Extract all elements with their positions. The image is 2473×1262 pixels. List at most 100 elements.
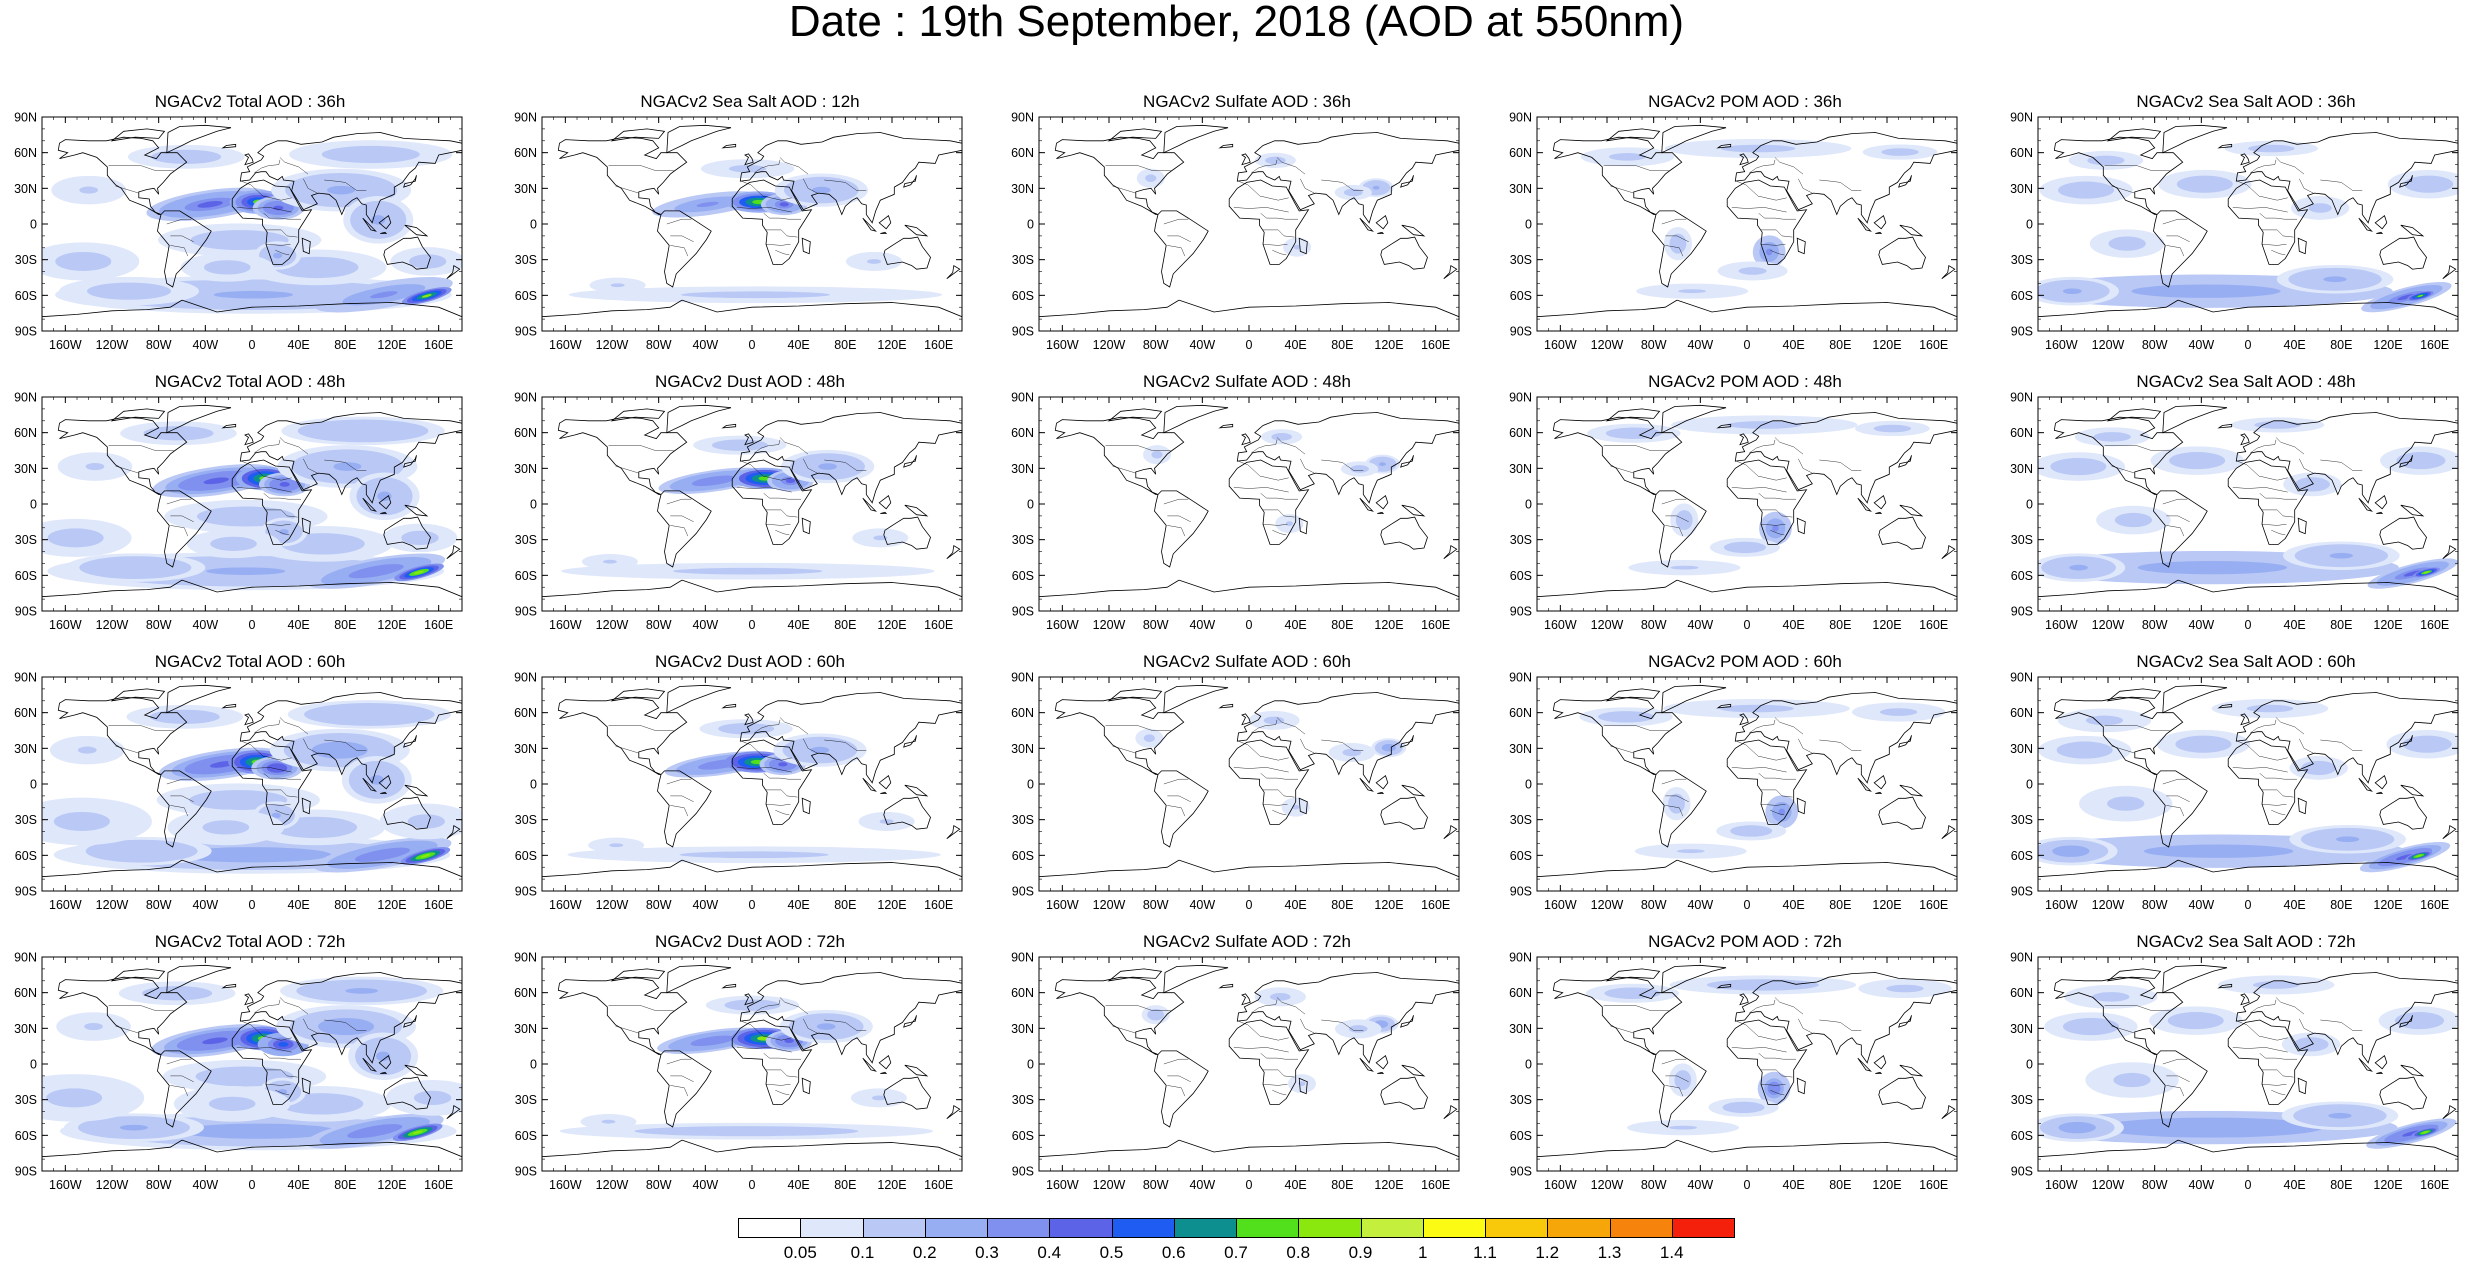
country-border bbox=[608, 725, 674, 731]
lon-tick-label: 40E bbox=[2284, 338, 2306, 352]
country-border bbox=[1731, 487, 1787, 493]
country-border bbox=[1603, 725, 1669, 731]
coastline bbox=[731, 739, 813, 825]
lon-tick-label: 120W bbox=[2092, 338, 2125, 352]
lat-tick-label: 60S bbox=[1510, 849, 1532, 863]
coastline bbox=[2358, 1057, 2373, 1072]
lon-tick-label: 160W bbox=[2045, 1178, 2078, 1192]
coastline bbox=[2153, 1050, 2208, 1128]
lat-tick-label: 0 bbox=[1525, 778, 1532, 792]
coastline bbox=[1899, 504, 1924, 517]
colorbar-label: 0.3 bbox=[975, 1243, 999, 1262]
country-border bbox=[1262, 244, 1288, 246]
country-border bbox=[1260, 493, 1298, 500]
coastline bbox=[1941, 544, 1956, 560]
lat-tick-label: 60N bbox=[1011, 706, 1034, 720]
coastline bbox=[1236, 412, 1459, 504]
country-border bbox=[236, 207, 292, 213]
aod-contour bbox=[2258, 706, 2282, 711]
lon-tick-label: 160W bbox=[1544, 1178, 1577, 1192]
coastline bbox=[1107, 688, 1163, 702]
coastline bbox=[1375, 215, 1389, 230]
coastline bbox=[2400, 224, 2425, 237]
country-border bbox=[2166, 515, 2190, 522]
country-border bbox=[1798, 178, 1813, 194]
country-border bbox=[1262, 1084, 1288, 1086]
country-border bbox=[265, 244, 291, 246]
coastline bbox=[2106, 688, 2162, 702]
aod-contour bbox=[325, 745, 354, 755]
coastline bbox=[2177, 859, 2458, 878]
coastline bbox=[1857, 497, 1872, 512]
coastline bbox=[657, 770, 712, 848]
lat-tick-label: 0 bbox=[30, 778, 37, 792]
lat-tick-label: 90S bbox=[1510, 1165, 1532, 1179]
coastline bbox=[878, 775, 892, 790]
coastline bbox=[1875, 1071, 1883, 1074]
lon-tick-label: 160W bbox=[2045, 618, 2078, 632]
country-border bbox=[1276, 997, 1306, 1015]
coastline bbox=[1899, 784, 1924, 797]
aod-contour bbox=[1745, 423, 1783, 427]
lat-tick-label: 60S bbox=[2011, 849, 2033, 863]
lat-tick-label: 90S bbox=[1012, 325, 1034, 339]
lat-tick-label: 60N bbox=[2010, 146, 2033, 160]
country-border bbox=[1665, 805, 1683, 817]
aod-contour bbox=[1378, 462, 1386, 467]
panel-title: NGACv2 Sea Salt AOD : 36h bbox=[2136, 92, 2356, 111]
country-border bbox=[2237, 741, 2288, 761]
coastline bbox=[904, 224, 929, 237]
country-border bbox=[2237, 461, 2288, 481]
coastline bbox=[42, 299, 183, 318]
country-border bbox=[2111, 1025, 2135, 1034]
country-border bbox=[1758, 493, 1796, 500]
coastline bbox=[1652, 770, 1707, 848]
lat-tick-label: 90N bbox=[1509, 111, 1532, 125]
coastline bbox=[2217, 423, 2233, 429]
coastline bbox=[2038, 1139, 2179, 1158]
aod-contour bbox=[2420, 181, 2437, 188]
country-border bbox=[2275, 717, 2305, 735]
lon-tick-label: 40W bbox=[1189, 1178, 1215, 1192]
country-border bbox=[1276, 437, 1306, 455]
country-border bbox=[1603, 165, 1669, 171]
country-border bbox=[1760, 244, 1786, 246]
lon-tick-label: 0 bbox=[249, 338, 256, 352]
country-border bbox=[1770, 810, 1785, 816]
coastline bbox=[1552, 416, 1683, 495]
lat-tick-label: 90N bbox=[514, 951, 537, 965]
colorbar-swatch bbox=[1422, 1218, 1486, 1238]
lon-tick-label: 120E bbox=[1872, 618, 1901, 632]
map-panel: NGACv2 Dust AOD : 72h 90N 60N 30N 0 30S 60S 90S… bbox=[500, 932, 1000, 1211]
aod-contour bbox=[362, 567, 390, 575]
aod-contour bbox=[1770, 1085, 1778, 1092]
aod-contour bbox=[369, 775, 384, 785]
lat-tick-label: 60S bbox=[1510, 289, 1532, 303]
country-border bbox=[670, 1085, 688, 1097]
lat-tick-label: 30N bbox=[14, 462, 37, 476]
country-border bbox=[1105, 725, 1171, 731]
country-border bbox=[1260, 773, 1298, 780]
lon-tick-label: 80W bbox=[1143, 1178, 1169, 1192]
lon-tick-label: 120E bbox=[377, 898, 406, 912]
coastline bbox=[403, 1015, 417, 1028]
lat-tick-label: 30N bbox=[2010, 462, 2033, 476]
coastline bbox=[2374, 215, 2388, 230]
map-panel: NGACv2 Sulfate AOD : 36h 90N 60N 30N 0 30S 60S… bbox=[997, 92, 1497, 371]
aod-contour bbox=[867, 259, 882, 264]
coastline bbox=[1400, 735, 1414, 748]
lat-tick-label: 30N bbox=[1509, 1022, 1532, 1036]
lon-tick-label: 80E bbox=[334, 1178, 356, 1192]
lon-tick-label: 160W bbox=[1544, 338, 1577, 352]
aod-field bbox=[42, 416, 458, 591]
lat-tick-label: 60N bbox=[1011, 146, 1034, 160]
coastline bbox=[231, 179, 313, 265]
lat-tick-label: 60N bbox=[514, 426, 537, 440]
coastlines bbox=[42, 404, 462, 598]
lat-tick-label: 30S bbox=[1012, 1093, 1034, 1107]
country-border bbox=[1761, 1069, 1793, 1078]
country-border bbox=[1610, 465, 1634, 474]
aod-contour bbox=[2312, 765, 2325, 771]
coastline bbox=[1400, 1015, 1414, 1028]
country-border bbox=[2262, 789, 2294, 798]
